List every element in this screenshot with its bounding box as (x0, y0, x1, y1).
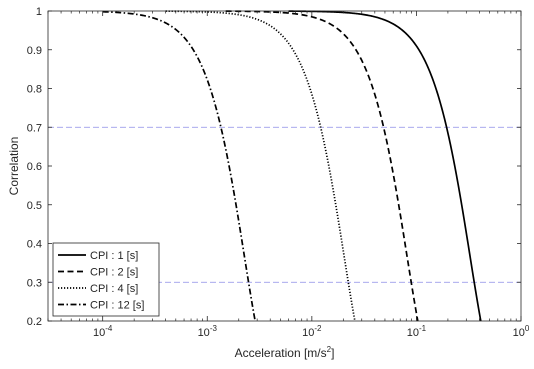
legend-label-3: CPI : 12 [s] (90, 300, 144, 312)
y-tick-label-8: 1 (36, 6, 42, 18)
y-tick-label-5: 0.7 (27, 122, 42, 134)
x-tick-label-4: 100 (513, 324, 530, 339)
series-line-2 (165, 10, 356, 322)
x-tick-label-3: 10-1 (407, 324, 427, 339)
y-tick-label-0: 0.2 (27, 316, 42, 328)
y-axis-label: Correlation (7, 137, 21, 196)
y-tick-label-6: 0.8 (27, 84, 42, 96)
legend-label-1: CPI : 2 [s] (90, 267, 138, 279)
axis-ticks: 0.2 0.3 0.4 0.5 0.6 0.7 0.8 0.9 1 10-4 10-3 10-2 10-… (27, 6, 530, 339)
x-axis-label: Acceleration [m/s2] (235, 345, 335, 360)
series-lines (102, 10, 482, 322)
y-tick-label-1: 0.3 (27, 277, 42, 289)
legend: CPI : 1 [s] CPI : 2 [s] CPI : 4 [s] CPI : 1… (52, 242, 160, 317)
y-tick-label-7: 0.9 (27, 45, 42, 57)
series-line-3 (102, 10, 256, 322)
x-tick-label-2: 10-2 (302, 324, 322, 339)
x-tick-label-0: 10-4 (93, 324, 113, 339)
x-tick-label-1: 10-3 (198, 324, 218, 339)
series-line-0 (288, 10, 482, 322)
y-tick-label-3: 0.5 (27, 200, 42, 212)
legend-label-2: CPI : 4 [s] (90, 283, 138, 295)
reference-lines (48, 126, 521, 283)
series-line-1 (225, 10, 419, 322)
y-tick-label-2: 0.4 (27, 239, 42, 251)
y-tick-label-4: 0.6 (27, 161, 42, 173)
legend-label-0: CPI : 1 [s] (90, 250, 138, 262)
